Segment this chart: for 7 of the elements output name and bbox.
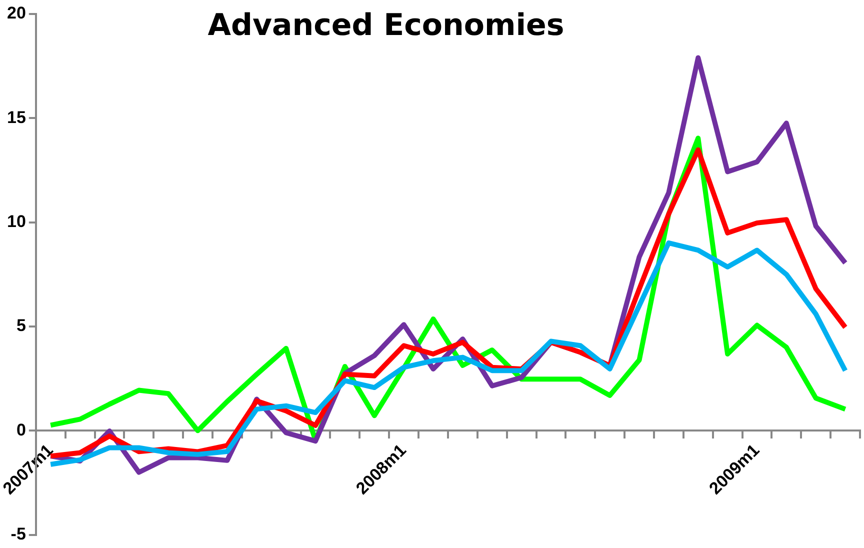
y-tick-label: -5 [10,524,26,544]
y-tick-label: 5 [16,316,26,336]
y-tick-label: 0 [16,420,26,440]
y-tick-label: 20 [6,4,26,23]
y-tick-label: 10 [6,212,26,232]
y-tick-label: 15 [6,108,26,127]
chart-title: Advanced Economies [208,8,564,43]
